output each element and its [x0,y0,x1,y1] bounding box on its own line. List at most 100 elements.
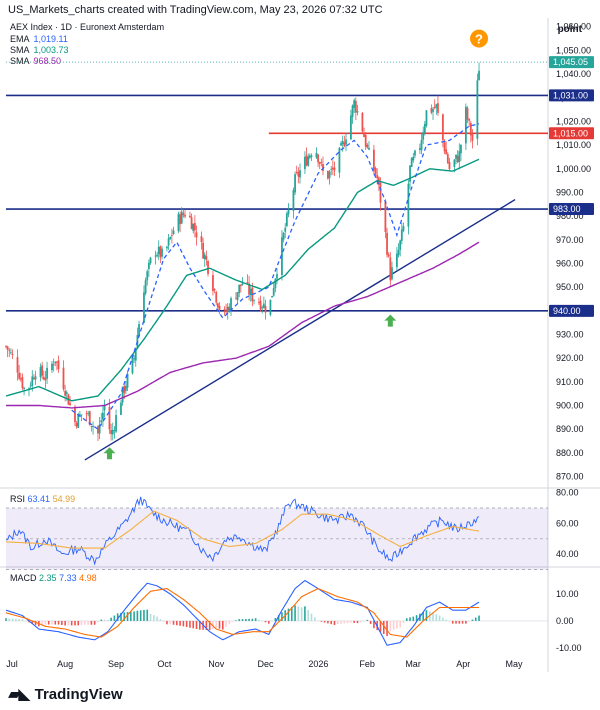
candle-body [146,271,149,281]
candle-body [100,420,103,423]
macd-histogram-bar [80,620,83,626]
candle-body [228,306,231,311]
macd-histogram-bar [143,609,145,621]
macd-hist-value: 2.35 [39,573,57,583]
macd-histogram-bar [176,620,178,626]
candle-body [262,303,265,308]
candle-body [156,254,159,257]
price-tag-label: 1,015.00 [553,128,588,138]
candle-body [235,298,237,300]
macd-histogram-bar [199,620,201,630]
price-axis-tick: 1,040.00 [556,69,591,79]
candle-body [74,407,76,423]
tradingview-logo[interactable]: ▰◣ TradingView [8,684,123,704]
candle-body [261,307,264,309]
candle-body [54,361,57,364]
candle-body [433,106,436,109]
candle-body [386,232,388,255]
macd-histogram-bar [139,610,142,621]
macd-histogram-bar [455,620,457,624]
macd-histogram-bar [84,620,86,625]
macd-histogram-bar [297,606,300,621]
macd-histogram-bar [307,610,310,621]
candle-body [64,390,67,396]
macd-signal-line [5,587,479,638]
candle-body [18,372,21,379]
candle-body [453,159,456,168]
macd-histogram-bar [313,617,316,621]
macd-histogram-bar [432,612,434,621]
candle-body [75,422,78,427]
candle-body [8,350,11,352]
candle-body [448,162,451,170]
macd-histogram-bar [300,607,303,621]
macd-histogram-bar [267,620,270,624]
macd-histogram-bar [34,620,37,625]
candle-body [159,246,162,258]
tradingview-mark-icon: ▰◣ [8,686,31,703]
price-axis-tick: 980.00 [556,211,584,221]
candle-body [407,183,410,227]
macd-histogram-bar [238,619,241,621]
candle-body [5,346,7,347]
macd-histogram-bar [359,620,362,623]
candle-body [271,295,273,298]
macd-histogram-bar [409,617,411,621]
macd-histogram-bar [120,612,122,621]
price-axis-tick: 1,060.00 [556,22,591,32]
sma1-label: SMA [10,45,30,55]
price-axis-tick: 900.00 [556,401,584,411]
candle-body [131,357,134,374]
rsi-axis-tick: 80.00 [556,488,579,498]
price-axis-tick: 880.00 [556,448,584,458]
macd-histogram-bar [162,620,165,622]
up-arrow-icon [384,314,397,327]
sma2-legend: SMA 968.50 [10,56,61,66]
macd-histogram-bar [218,620,221,629]
candle-body [154,255,157,257]
ema-value: 1,019.11 [33,34,68,44]
price-axis-title: point [557,24,582,35]
candle-body [281,237,283,276]
candle-body [180,211,183,224]
candle-body [395,253,398,268]
candle-body [41,365,44,376]
macd-histogram-bar [231,620,234,622]
candle-body [39,367,42,378]
macd-histogram-bar [215,620,218,628]
macd-histogram-bar [87,620,89,625]
macd-histogram-bar [61,620,63,625]
candle-body [138,324,140,337]
macd-histogram-bar [126,612,129,621]
macd-axis-tick: 0.00 [556,616,574,626]
macd-histogram-bar [166,620,168,625]
candle-body [241,283,244,286]
candle-body [441,114,444,141]
candle-body [184,214,186,217]
price-axis-tick: 870.00 [556,472,584,482]
candle-body [468,119,471,121]
candle-body [391,267,393,280]
time-axis-label: Dec [258,659,275,669]
candle-body [248,283,250,295]
candle-body [161,248,163,257]
candle-body [292,190,295,211]
candle-body [308,155,311,158]
candle-body [172,230,175,235]
candle-body [246,282,249,283]
time-axis-label: Mar [405,659,421,669]
candle-body [124,386,127,391]
candle-body [123,386,126,393]
macd-histogram-bar [103,619,106,621]
macd-histogram-bar [350,620,352,623]
macd-histogram-bar [192,620,195,629]
candle-body [345,139,347,145]
candle-body [446,154,449,163]
macd-histogram-bar [412,616,415,621]
candle-body [98,424,101,434]
macd-histogram-bar [373,620,375,629]
macd-histogram-bar [205,620,208,630]
candle-body [77,414,80,429]
macd-histogram-bar [15,618,17,621]
